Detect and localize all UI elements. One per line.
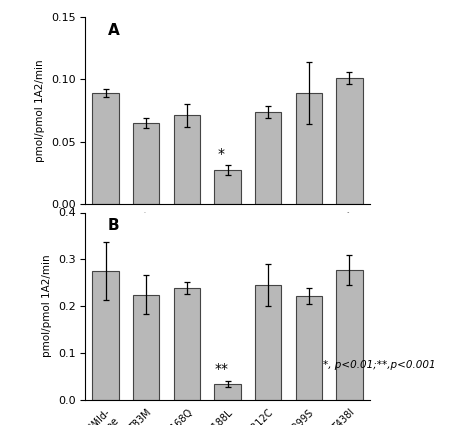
Bar	[255, 285, 282, 400]
Text: **: **	[214, 362, 228, 376]
Bar	[296, 296, 322, 399]
Text: *: *	[218, 147, 225, 161]
Text: A: A	[108, 23, 120, 37]
Text: B: B	[108, 218, 120, 233]
Bar	[173, 116, 200, 204]
Bar	[214, 384, 241, 399]
Y-axis label: pmol/pmol 1A2/min: pmol/pmol 1A2/min	[36, 59, 46, 162]
Bar	[92, 93, 119, 204]
Bar	[92, 271, 119, 399]
Bar	[133, 123, 159, 204]
Bar	[214, 170, 241, 204]
Bar	[133, 295, 159, 400]
Bar	[255, 112, 282, 204]
Bar	[336, 78, 363, 204]
Bar	[173, 288, 200, 400]
Bar	[336, 270, 363, 400]
Y-axis label: pmol/pmol 1A2/min: pmol/pmol 1A2/min	[42, 255, 52, 357]
Text: *, p<0.01;**,p<0.001: *, p<0.01;**,p<0.001	[323, 360, 436, 371]
Bar	[296, 93, 322, 204]
